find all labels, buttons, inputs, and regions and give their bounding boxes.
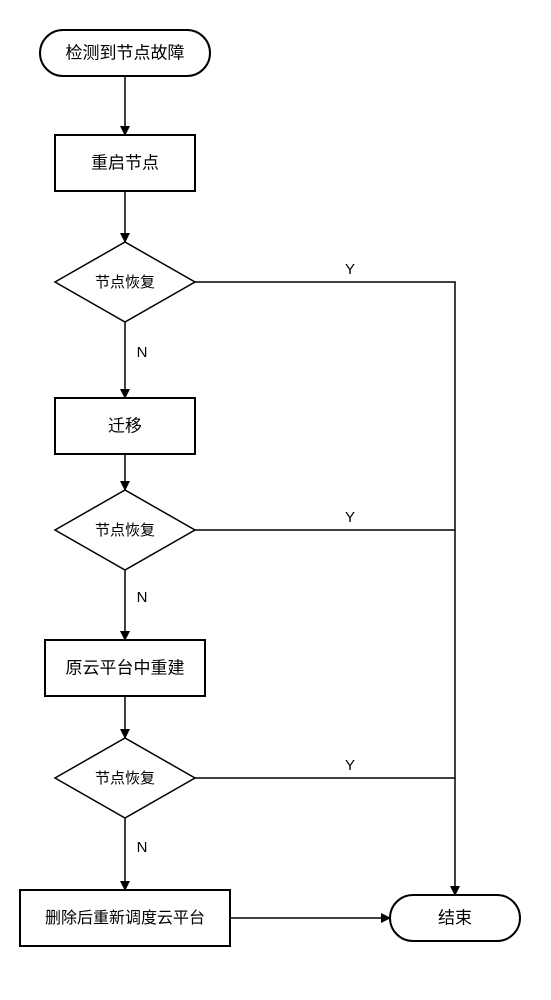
node-label-resched: 删除后重新调度云平台: [45, 909, 205, 927]
edge-label-dec3-end: Y: [345, 757, 355, 774]
node-label-rebuild: 原云平台中重建: [66, 658, 185, 677]
node-label-dec1: 节点恢复: [95, 273, 155, 291]
edge-label-dec1-migrate: N: [137, 344, 148, 361]
edge-dec1-end: [195, 282, 455, 895]
edge-label-dec3-resched: N: [137, 839, 148, 856]
node-label-restart: 重启节点: [91, 153, 159, 172]
node-label-end: 结束: [438, 908, 472, 927]
node-label-dec2: 节点恢复: [95, 521, 155, 539]
edge-label-dec1-end: Y: [345, 261, 355, 278]
flowchart-canvas: YNYNYN检测到节点故障重启节点节点恢复迁移节点恢复原云平台中重建节点恢复删除…: [0, 0, 551, 1000]
node-label-start: 检测到节点故障: [66, 43, 185, 62]
edge-label-dec2-rebuild: N: [137, 589, 148, 606]
node-label-dec3: 节点恢复: [95, 769, 155, 787]
edge-label-dec2-end: Y: [345, 509, 355, 526]
node-label-migrate: 迁移: [108, 416, 142, 435]
